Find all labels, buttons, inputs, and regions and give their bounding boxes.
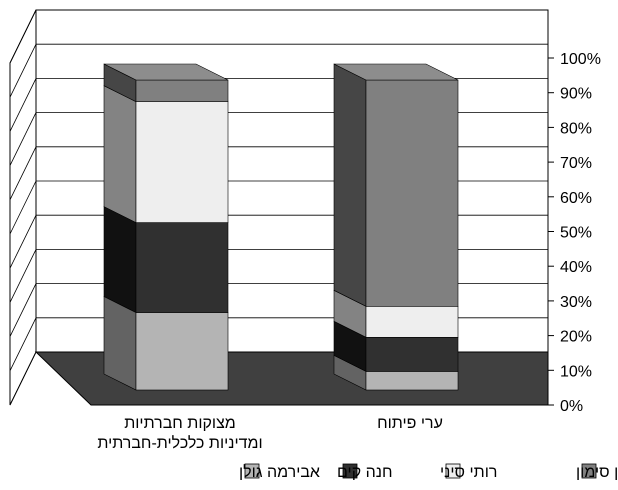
bar-segment xyxy=(103,296,229,391)
category-label: ערי פיתוח xyxy=(377,415,443,432)
y-tick-label: 30% xyxy=(560,294,592,311)
category-label: ומדיניות כלכלית-חברתית xyxy=(97,434,262,452)
y-tick-label: 10% xyxy=(560,363,592,380)
gridlines xyxy=(9,9,554,406)
bar-segment xyxy=(333,354,459,391)
y-tick-label: 20% xyxy=(560,329,592,346)
y-tick-label: 60% xyxy=(560,190,592,207)
gridline-left xyxy=(9,180,37,235)
legend-swatch xyxy=(445,463,461,479)
bar-segment-front xyxy=(135,312,229,391)
bars xyxy=(103,63,459,391)
legend-swatch xyxy=(342,463,358,479)
gridline-left xyxy=(9,283,37,337)
bar-segment-front xyxy=(365,371,459,391)
category-label: מצוקות חברתיות xyxy=(124,415,236,432)
gridline-left xyxy=(9,249,37,303)
bar-segment xyxy=(103,206,229,313)
bar-segment-front xyxy=(135,101,229,223)
legend-item: אבירמה גולן xyxy=(239,463,320,481)
chart-walls xyxy=(9,9,549,406)
legend-label: דניאל בן סימון xyxy=(576,463,618,481)
legend-label: אבירמה גולן xyxy=(239,463,320,481)
category-labels: מצוקות חברתיות ומדיניות כלכלית-חברתית ערי … xyxy=(97,415,443,452)
bar-top xyxy=(103,63,229,81)
bar-segment xyxy=(333,320,459,372)
bar-segment-front xyxy=(135,79,229,103)
y-tick-label: 50% xyxy=(560,225,592,242)
y-tick-label: 90% xyxy=(560,86,592,103)
legend: דניאל בן סימון רותי סיני חנה קים אבירמה גול… xyxy=(239,463,618,481)
gridline-left xyxy=(9,78,37,132)
y-tick-label: 0% xyxy=(560,398,583,415)
y-tick-label: 100% xyxy=(560,51,601,68)
bar-top xyxy=(333,63,459,81)
legend-swatch xyxy=(581,463,597,479)
gridline-left xyxy=(9,351,37,406)
legend-label: רותי סיני xyxy=(440,464,497,481)
bar-segment-front xyxy=(365,305,459,338)
bar-segment-front xyxy=(365,336,459,372)
bar-segment-front xyxy=(365,79,459,307)
legend-item: רותי סיני xyxy=(440,463,497,481)
bar-segment-side xyxy=(103,296,137,391)
bar-segment-side xyxy=(103,85,137,224)
gridline-left xyxy=(9,215,37,269)
y-tick-label: 80% xyxy=(560,120,592,137)
legend-item: חנה קים xyxy=(337,463,392,481)
y-tick-label: 40% xyxy=(560,259,592,276)
gridline-left xyxy=(9,9,37,64)
gridline-left xyxy=(9,44,37,98)
gridline-left xyxy=(9,317,37,371)
bar-segment xyxy=(103,85,229,224)
bar-segment-side xyxy=(103,206,137,313)
y-tick-label: 70% xyxy=(560,155,592,172)
legend-swatch xyxy=(244,463,260,479)
gridline-left xyxy=(9,112,37,166)
y-axis-ticks: 0% 10% 20% 30% 40% 50% 60% 70% 80% 90% 100% xyxy=(560,51,601,415)
bar-segment xyxy=(333,63,459,307)
gridline-left xyxy=(9,146,37,200)
legend-item: דניאל בן סימון xyxy=(576,463,618,481)
legend-label: חנה קים xyxy=(337,464,392,481)
bar-segment-front xyxy=(135,222,229,313)
bar-segment xyxy=(333,289,459,338)
bar-segment-side xyxy=(333,63,367,307)
